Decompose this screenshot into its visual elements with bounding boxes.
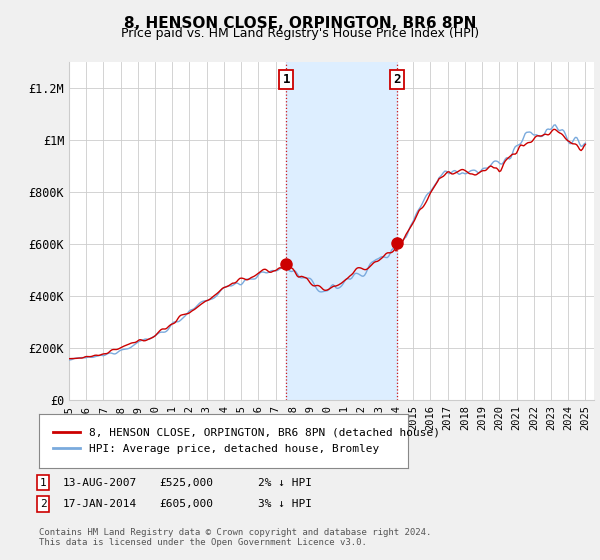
Text: 2% ↓ HPI: 2% ↓ HPI (258, 478, 312, 488)
Text: 2: 2 (40, 499, 47, 509)
Text: 1: 1 (283, 73, 290, 86)
Text: 8, HENSON CLOSE, ORPINGTON, BR6 8PN: 8, HENSON CLOSE, ORPINGTON, BR6 8PN (124, 16, 476, 31)
Text: Contains HM Land Registry data © Crown copyright and database right 2024.
This d: Contains HM Land Registry data © Crown c… (39, 528, 431, 547)
Text: £525,000: £525,000 (159, 478, 213, 488)
Text: Price paid vs. HM Land Registry's House Price Index (HPI): Price paid vs. HM Land Registry's House … (121, 27, 479, 40)
Text: 17-JAN-2014: 17-JAN-2014 (63, 499, 137, 509)
Legend: 8, HENSON CLOSE, ORPINGTON, BR6 8PN (detached house), HPI: Average price, detach: 8, HENSON CLOSE, ORPINGTON, BR6 8PN (det… (48, 423, 445, 459)
Text: 13-AUG-2007: 13-AUG-2007 (63, 478, 137, 488)
Bar (286, 62, 397, 400)
Text: 2: 2 (393, 73, 400, 86)
Text: 1: 1 (40, 478, 47, 488)
Text: £605,000: £605,000 (159, 499, 213, 509)
Text: 3% ↓ HPI: 3% ↓ HPI (258, 499, 312, 509)
